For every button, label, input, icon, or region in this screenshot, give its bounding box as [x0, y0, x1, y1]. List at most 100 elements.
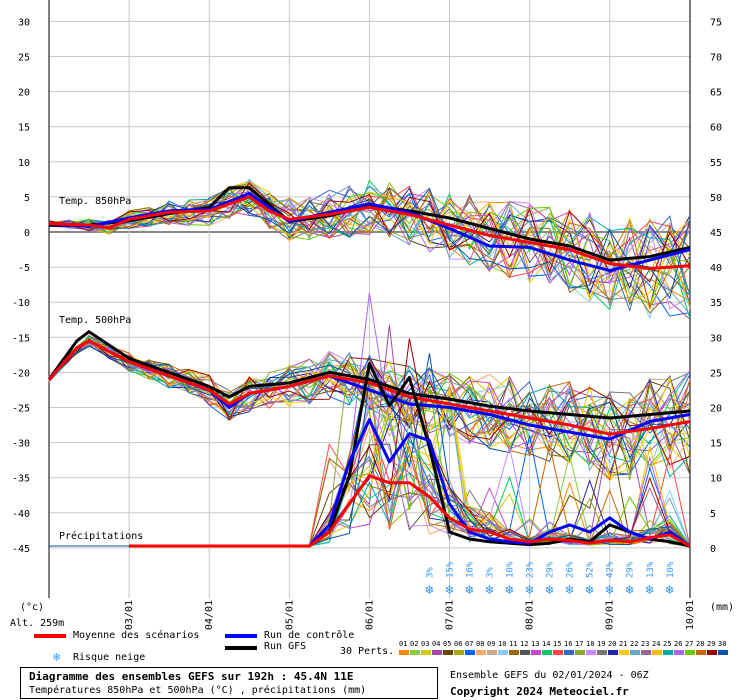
snow-risk-value: 10%: [506, 561, 516, 578]
x-tick-label: 04/01: [204, 600, 215, 630]
snow-risk-value: 13%: [646, 561, 656, 578]
pert-number: 25: [663, 640, 672, 648]
pert-number: 24: [652, 640, 661, 648]
pert-swatch: [630, 650, 640, 655]
mean-line-t850: [48, 195, 690, 270]
pert-number: 23: [641, 640, 650, 648]
info-subtitle: Températures 850hPa et 500hPa (°C) , pré…: [29, 685, 367, 696]
x-tick-label: 03/01: [124, 600, 135, 630]
left-tick-label: -30: [12, 439, 30, 450]
precip-panel-label: Précipitations: [59, 530, 143, 542]
pert-number: 02: [410, 640, 419, 648]
snow-risk-value: 42%: [606, 561, 616, 578]
left-tick-label: 15: [18, 123, 30, 134]
left-unit-label: (°c): [20, 602, 44, 613]
pert-number: 10: [498, 640, 507, 648]
snow-risk-value: 15%: [446, 561, 456, 578]
pert-swatch: [696, 650, 706, 655]
pert-number: 28: [696, 640, 705, 648]
snow-risk-value: 3%: [486, 567, 496, 578]
left-tick-label: 5: [24, 193, 30, 204]
pert-number: 17: [575, 640, 584, 648]
pert-swatch: [410, 650, 420, 655]
pert-number: 20: [608, 640, 617, 648]
left-tick-label: -5: [18, 263, 30, 274]
snowflake-icon: ❄: [545, 583, 555, 597]
pert-number: 07: [465, 640, 474, 648]
left-tick-label: 25: [18, 53, 30, 64]
pert-number: 08: [476, 640, 485, 648]
x-axis: 03/01 04/01 05/01 06/01 07/01 08/01 09/01 10/01: [124, 600, 696, 630]
mean-line-precip: [129, 474, 691, 548]
legend-gfs-swatch: [225, 646, 257, 650]
right-tick-label: 35: [710, 298, 722, 309]
pert-swatch: [498, 650, 508, 655]
pert-swatch: [553, 650, 563, 655]
pert-number: 18: [586, 640, 595, 648]
snowflake-icon: ❄: [565, 583, 575, 597]
snowflake-icon: ❄: [505, 583, 515, 597]
snow-risk-value: 10%: [666, 561, 676, 578]
pert-number: 19: [597, 640, 606, 648]
x-tick-label: 08/01: [525, 600, 536, 630]
altitude-label: Alt. 259m: [10, 618, 64, 629]
right-tick-label: 60: [710, 123, 722, 134]
x-tick-label: 09/01: [605, 600, 616, 630]
right-tick-label: 30: [710, 333, 722, 344]
right-unit-label: (mm): [710, 602, 734, 613]
pert-number: 13: [531, 640, 540, 648]
left-tick-label: -10: [12, 298, 30, 309]
copyright-label: Copyright 2024 Meteociel.fr: [450, 685, 629, 698]
pert-swatch: [454, 650, 464, 655]
ensemble-member-line: [48, 340, 690, 482]
pert-swatch: [608, 650, 618, 655]
legend-mean-swatch: [34, 634, 66, 638]
pert-swatch: [575, 650, 585, 655]
snow-risk-value: 52%: [586, 561, 596, 578]
pert-swatch: [531, 650, 541, 655]
right-tick-label: 55: [710, 158, 722, 169]
snow-risk-value: 23%: [526, 561, 536, 578]
left-tick-label: -45: [12, 544, 30, 555]
gfs-line-t500: [47, 330, 690, 420]
right-tick-label: 0: [710, 544, 716, 555]
x-tick-label: 05/01: [284, 600, 295, 630]
legend-gfs-label: Run GFS: [264, 641, 307, 652]
pert-number: 04: [432, 640, 441, 648]
control-line-precip: [129, 418, 691, 548]
left-tick-label: -20: [12, 368, 30, 379]
x-tick-label: 10/01: [685, 600, 696, 630]
snowflake-icon: ❄: [625, 583, 635, 597]
pert-swatch: [432, 650, 442, 655]
info-title: Diagramme des ensembles GEFS sur 192h : …: [29, 670, 354, 683]
snow-risk-value: 26%: [566, 561, 576, 578]
snowflake-icon: ❄: [585, 583, 595, 597]
left-tick-label: -35: [12, 474, 30, 485]
pert-number: 05: [443, 640, 452, 648]
snowflake-icon: ❄: [53, 650, 61, 664]
t500-panel-label: Temp. 500hPa: [59, 315, 131, 326]
pert-swatch: [663, 650, 673, 655]
pert-number: 22: [630, 640, 639, 648]
snowflake-icon: ❄: [525, 583, 535, 597]
left-tick-label: -15: [12, 333, 30, 344]
snow-risk-value: 29%: [546, 561, 556, 578]
pert-swatch: [542, 650, 552, 655]
right-tick-label: 20: [710, 404, 722, 415]
x-tick-label: 06/01: [364, 600, 375, 630]
snowflake-icon: ❄: [424, 583, 434, 597]
pert-number: 01: [399, 640, 408, 648]
right-tick-label: 10: [710, 474, 722, 485]
pert-swatch: [586, 650, 596, 655]
snowflake-icon: ❄: [665, 583, 675, 597]
legend-perts-label: 30 Perts.: [340, 646, 395, 657]
legend-snow-label: Risque neige: [73, 652, 146, 663]
mean-line-t500: [47, 339, 691, 436]
pert-number: 09: [487, 640, 496, 648]
pert-number: 03: [421, 640, 430, 648]
right-tick-label: 15: [710, 439, 722, 450]
pert-swatch: [718, 650, 728, 655]
left-tick-label: 20: [18, 88, 30, 99]
left-tick-label: 10: [18, 158, 30, 169]
